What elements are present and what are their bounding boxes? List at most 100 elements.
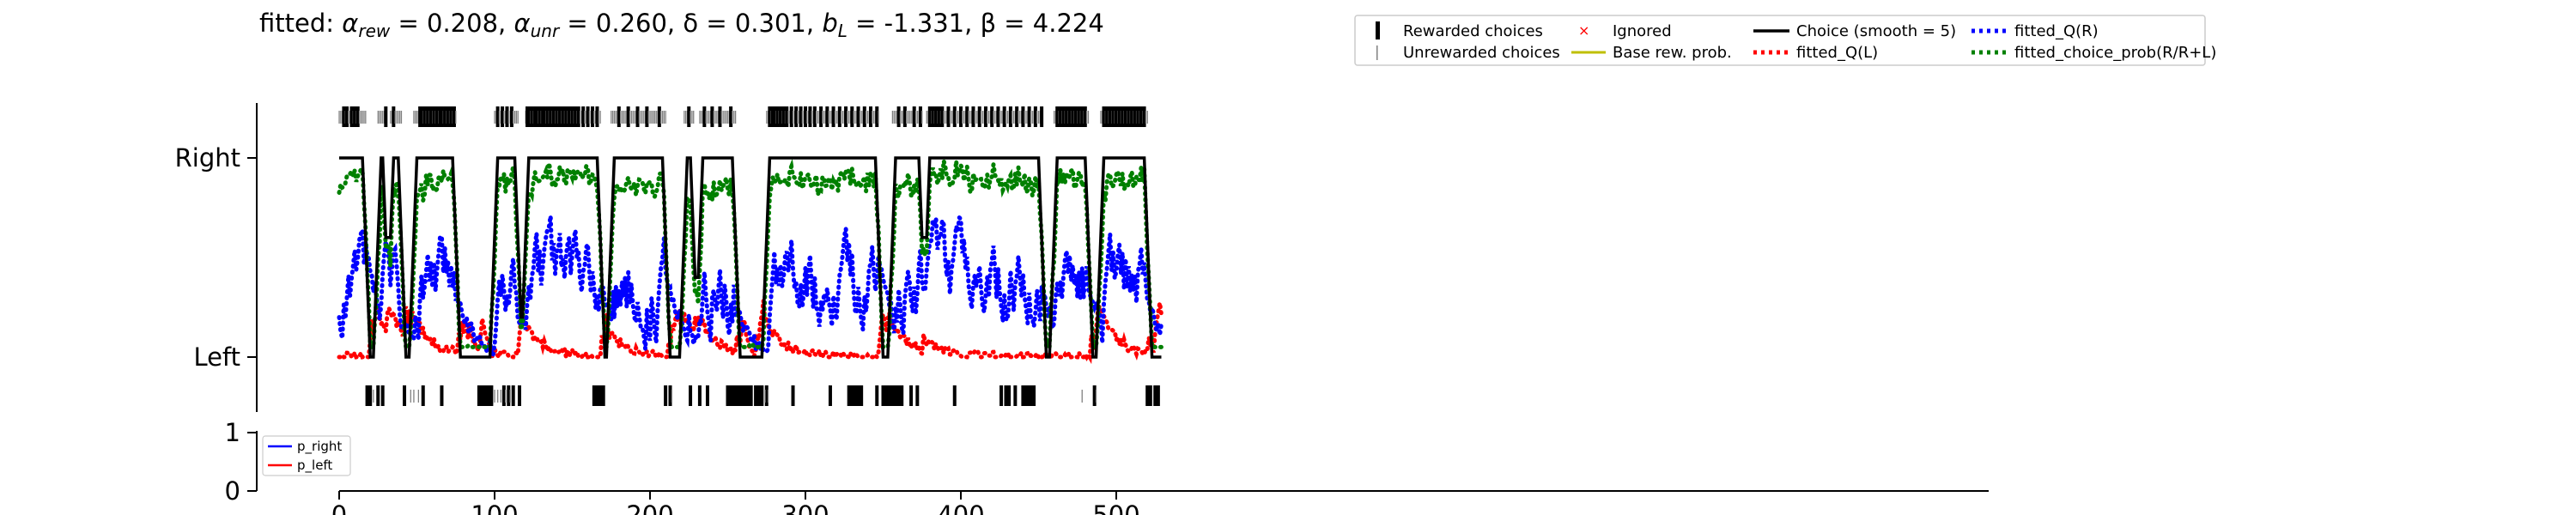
- rewarded-right-tick: [819, 106, 823, 127]
- legend-unrewarded-marker: [1376, 45, 1378, 60]
- unrewarded-right-tick: [1146, 111, 1148, 124]
- unrewarded-right-tick: [801, 111, 804, 124]
- unrewarded-right-tick: [811, 111, 812, 124]
- unrewarded-right-tick: [899, 111, 902, 124]
- rewarded-right-tick: [1021, 106, 1025, 127]
- rewarded-right-tick: [1002, 106, 1006, 127]
- rewarded-right-tick: [1108, 106, 1112, 127]
- rewarded-right-tick: [869, 106, 873, 127]
- unrewarded-right-tick: [895, 111, 896, 124]
- unrewarded-right-tick: [866, 111, 869, 124]
- main-plot: Right Left: [175, 103, 258, 412]
- unrewarded-right-tick: [665, 111, 666, 124]
- rewarded-right-tick: [345, 106, 349, 127]
- unrewarded-left-tick: [417, 390, 420, 403]
- rewarded-right-tick: [1033, 106, 1037, 127]
- rewarded-right-tick: [702, 106, 707, 127]
- unrewarded-right-tick: [647, 111, 649, 124]
- rewarded-right-tick: [862, 106, 866, 127]
- rewarded-right-tick: [505, 106, 509, 127]
- unrewarded-right-tick: [1037, 111, 1040, 124]
- rewarded-right-tick: [1115, 106, 1118, 127]
- unrewarded-right-tick: [999, 111, 1000, 124]
- rewarded-right-tick: [542, 106, 546, 127]
- unrewarded-right-tick: [503, 111, 505, 124]
- rewarded-right-tick: [808, 106, 812, 127]
- unrewarded-right-tick: [382, 111, 384, 124]
- rewarded-left-tick: [486, 385, 490, 406]
- rewarded-left-tick: [952, 385, 957, 406]
- unrewarded-right-tick: [498, 111, 501, 124]
- title-val-b: = -1.331,: [848, 9, 981, 38]
- rewarded-left-tick: [601, 385, 605, 406]
- unrewarded-right-tick: [949, 111, 951, 124]
- rewarded-right-tick: [940, 106, 945, 127]
- unrewarded-right-tick: [649, 111, 651, 124]
- rewarded-left-tick: [421, 385, 425, 406]
- rewarded-right-tick: [432, 106, 436, 127]
- x-tick-label-400: 400: [937, 500, 984, 515]
- rewarded-right-tick: [574, 106, 578, 127]
- unrewarded-right-tick: [994, 111, 996, 124]
- unrewarded-left-tick: [1095, 390, 1097, 403]
- fitted-q-right-line: [337, 212, 1163, 362]
- unrewarded-left-tick: [373, 390, 374, 403]
- rewarded-right-tick: [1073, 106, 1078, 127]
- x-tick-label-200: 200: [626, 500, 673, 515]
- rewarded-left-tick: [735, 385, 739, 406]
- rewarded-right-tick: [710, 106, 714, 127]
- title-alpha-unr: α: [513, 9, 530, 38]
- unrewarded-right-tick: [413, 111, 415, 124]
- unrewarded-right-tick: [380, 111, 382, 124]
- rewarded-left-tick: [705, 385, 709, 406]
- rewarded-left-tick: [689, 385, 693, 406]
- legend-p-left-label: p_left: [297, 457, 332, 474]
- rewarded-right-tick: [626, 106, 630, 127]
- rewarded-right-tick: [1080, 106, 1084, 127]
- unrewarded-right-tick: [908, 111, 910, 124]
- fitted-curves: [337, 156, 1163, 365]
- unrewarded-right-tick: [714, 111, 716, 124]
- unrewarded-right-tick: [515, 111, 518, 124]
- rewarded-left-tick: [915, 385, 920, 406]
- unrewarded-right-tick: [615, 111, 617, 124]
- choice-smooth-line: [339, 156, 1162, 359]
- legend-choice-label: Choice (smooth = 5): [1796, 22, 1956, 40]
- rewarded-left-tick: [365, 385, 369, 406]
- x-tick-label-500: 500: [1092, 500, 1139, 515]
- rewarded-left-tick: [376, 385, 380, 406]
- unrewarded-right-tick: [363, 111, 365, 124]
- title-sub-L: L: [838, 21, 848, 41]
- unrewarded-right-tick: [720, 111, 722, 124]
- rewarded-right-tick: [570, 106, 574, 127]
- unrewarded-right-tick: [854, 111, 856, 124]
- rewarded-left-tick: [1156, 385, 1160, 406]
- rewarded-left-tick: [875, 385, 879, 406]
- rewarded-right-tick: [567, 106, 571, 127]
- rewarded-right-tick: [1058, 106, 1062, 127]
- unrewarded-right-tick: [829, 111, 831, 124]
- unrewarded-right-tick: [398, 111, 401, 124]
- rewarded-left-tick: [999, 385, 1004, 406]
- unrewarded-right-tick: [766, 111, 768, 124]
- unrewarded-left-tick: [410, 390, 411, 403]
- unrewarded-right-tick: [816, 111, 817, 124]
- rewarded-right-tick: [1133, 106, 1137, 127]
- unrewarded-right-tick: [396, 111, 398, 124]
- rewarded-left-tick: [507, 385, 511, 406]
- unrewarded-right-tick: [1000, 111, 1002, 124]
- rewarded-right-tick: [392, 106, 396, 127]
- rewarded-left-tick: [746, 385, 750, 406]
- rewarded-right-tick: [545, 106, 550, 127]
- rewarded-right-tick: [844, 106, 848, 127]
- unrewarded-right-tick: [733, 111, 735, 124]
- unrewarded-right-tick: [599, 111, 601, 124]
- unrewarded-right-tick: [914, 111, 917, 124]
- rewarded-left-tick: [1007, 385, 1012, 406]
- unrewarded-right-tick: [962, 111, 963, 124]
- rewarded-right-tick: [538, 106, 542, 127]
- rewarded-right-tick: [595, 106, 599, 127]
- rewarded-left-tick: [909, 385, 914, 406]
- rewarded-right-tick: [785, 106, 789, 127]
- x-tick-label-0: 0: [331, 500, 347, 515]
